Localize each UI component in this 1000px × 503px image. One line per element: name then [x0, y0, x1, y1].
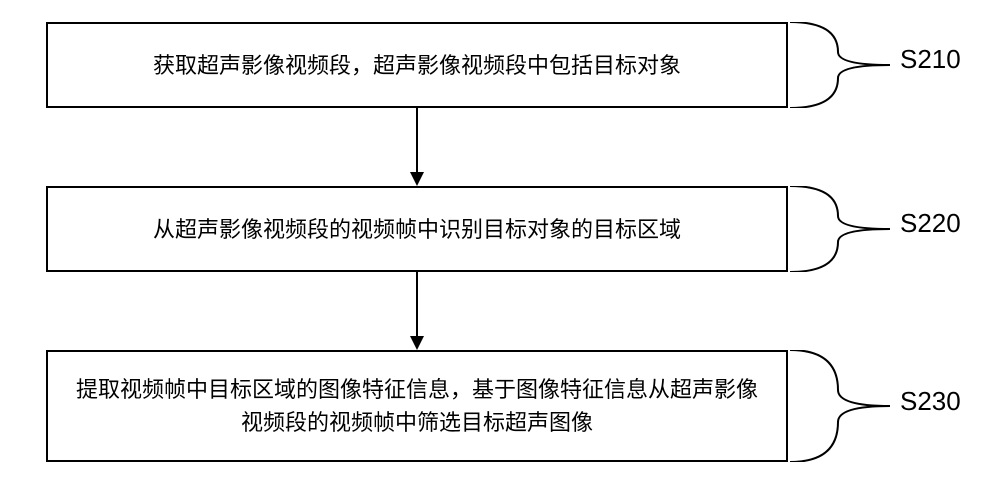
flow-step-s220: 从超声影像视频段的视频帧中识别目标对象的目标区域	[46, 186, 788, 272]
step-label-s220: S220	[900, 208, 961, 239]
flow-step-s230: 提取视频帧中目标区域的图像特征信息，基于图像特征信息从超声影像视频段的视频帧中筛…	[46, 350, 788, 462]
arrow-s220-s230	[407, 272, 427, 350]
bracket-s230	[788, 350, 898, 462]
arrow-s210-s220	[407, 108, 427, 186]
flow-step-text: 提取视频帧中目标区域的图像特征信息，基于图像特征信息从超声影像视频段的视频帧中筛…	[68, 373, 766, 439]
flow-step-s210: 获取超声影像视频段，超声影像视频段中包括目标对象	[46, 22, 788, 108]
bracket-s210	[788, 22, 898, 108]
step-label-s230: S230	[900, 386, 961, 417]
bracket-s220	[788, 186, 898, 272]
step-label-s210: S210	[900, 44, 961, 75]
flow-step-text: 从超声影像视频段的视频帧中识别目标对象的目标区域	[153, 213, 681, 246]
flowchart-container: 获取超声影像视频段，超声影像视频段中包括目标对象 S210 从超声影像视频段的视…	[0, 0, 1000, 503]
flow-step-text: 获取超声影像视频段，超声影像视频段中包括目标对象	[153, 49, 681, 82]
